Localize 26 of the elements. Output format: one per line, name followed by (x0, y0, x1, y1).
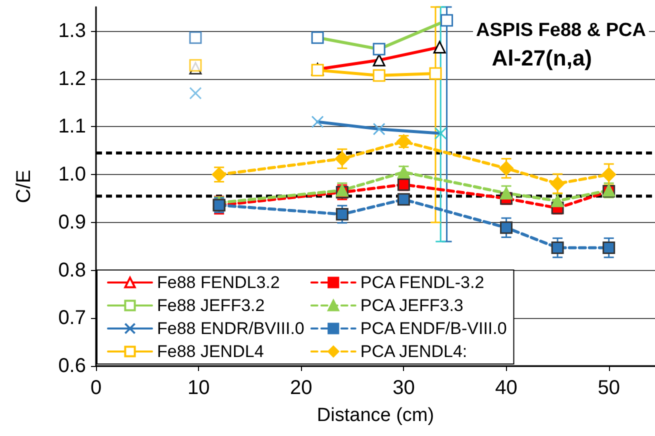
x-tick-label: 20 (290, 377, 312, 399)
x-tick-label: 50 (598, 377, 620, 399)
legend-label: Fe88 JEFF3.2 (157, 296, 265, 315)
x-tick-label: 10 (187, 377, 210, 399)
annotation: Al-27(n,a) (492, 46, 592, 70)
y-tick-label: 1.1 (58, 116, 86, 138)
y-tick-label: 0.7 (58, 307, 86, 330)
x-axis-title: Distance (cm) (316, 405, 434, 426)
legend-label: PCA JEFF3.3 (360, 296, 464, 315)
legend-label: PCA JENDL4: (360, 342, 468, 361)
x-tick-label: 40 (495, 377, 518, 399)
y-tick-label: 0.8 (58, 259, 86, 282)
legend-label: PCA FENDL-3.2 (360, 273, 484, 292)
x-tick-label: 30 (392, 377, 415, 399)
annotation: ASPIS Fe88 & PCA (476, 20, 646, 41)
y-tick-label: 0.6 (58, 355, 86, 377)
y-tick-label: 0.9 (58, 211, 86, 234)
legend-label: PCA ENDF/B-VIII.0 (360, 319, 507, 338)
y-axis-title: C/E (13, 170, 35, 204)
y-tick-label: 1.2 (58, 68, 86, 90)
legend-label: Fe88 ENDR/BVIII.0 (157, 319, 304, 338)
legend-label: Fe88 FENDL3.2 (157, 273, 280, 292)
x-tick-label: 0 (90, 377, 102, 399)
legend-label: Fe88 JENDL4 (157, 342, 264, 361)
y-tick-label: 1.0 (58, 164, 86, 186)
y-tick-label: 1.3 (58, 20, 86, 42)
